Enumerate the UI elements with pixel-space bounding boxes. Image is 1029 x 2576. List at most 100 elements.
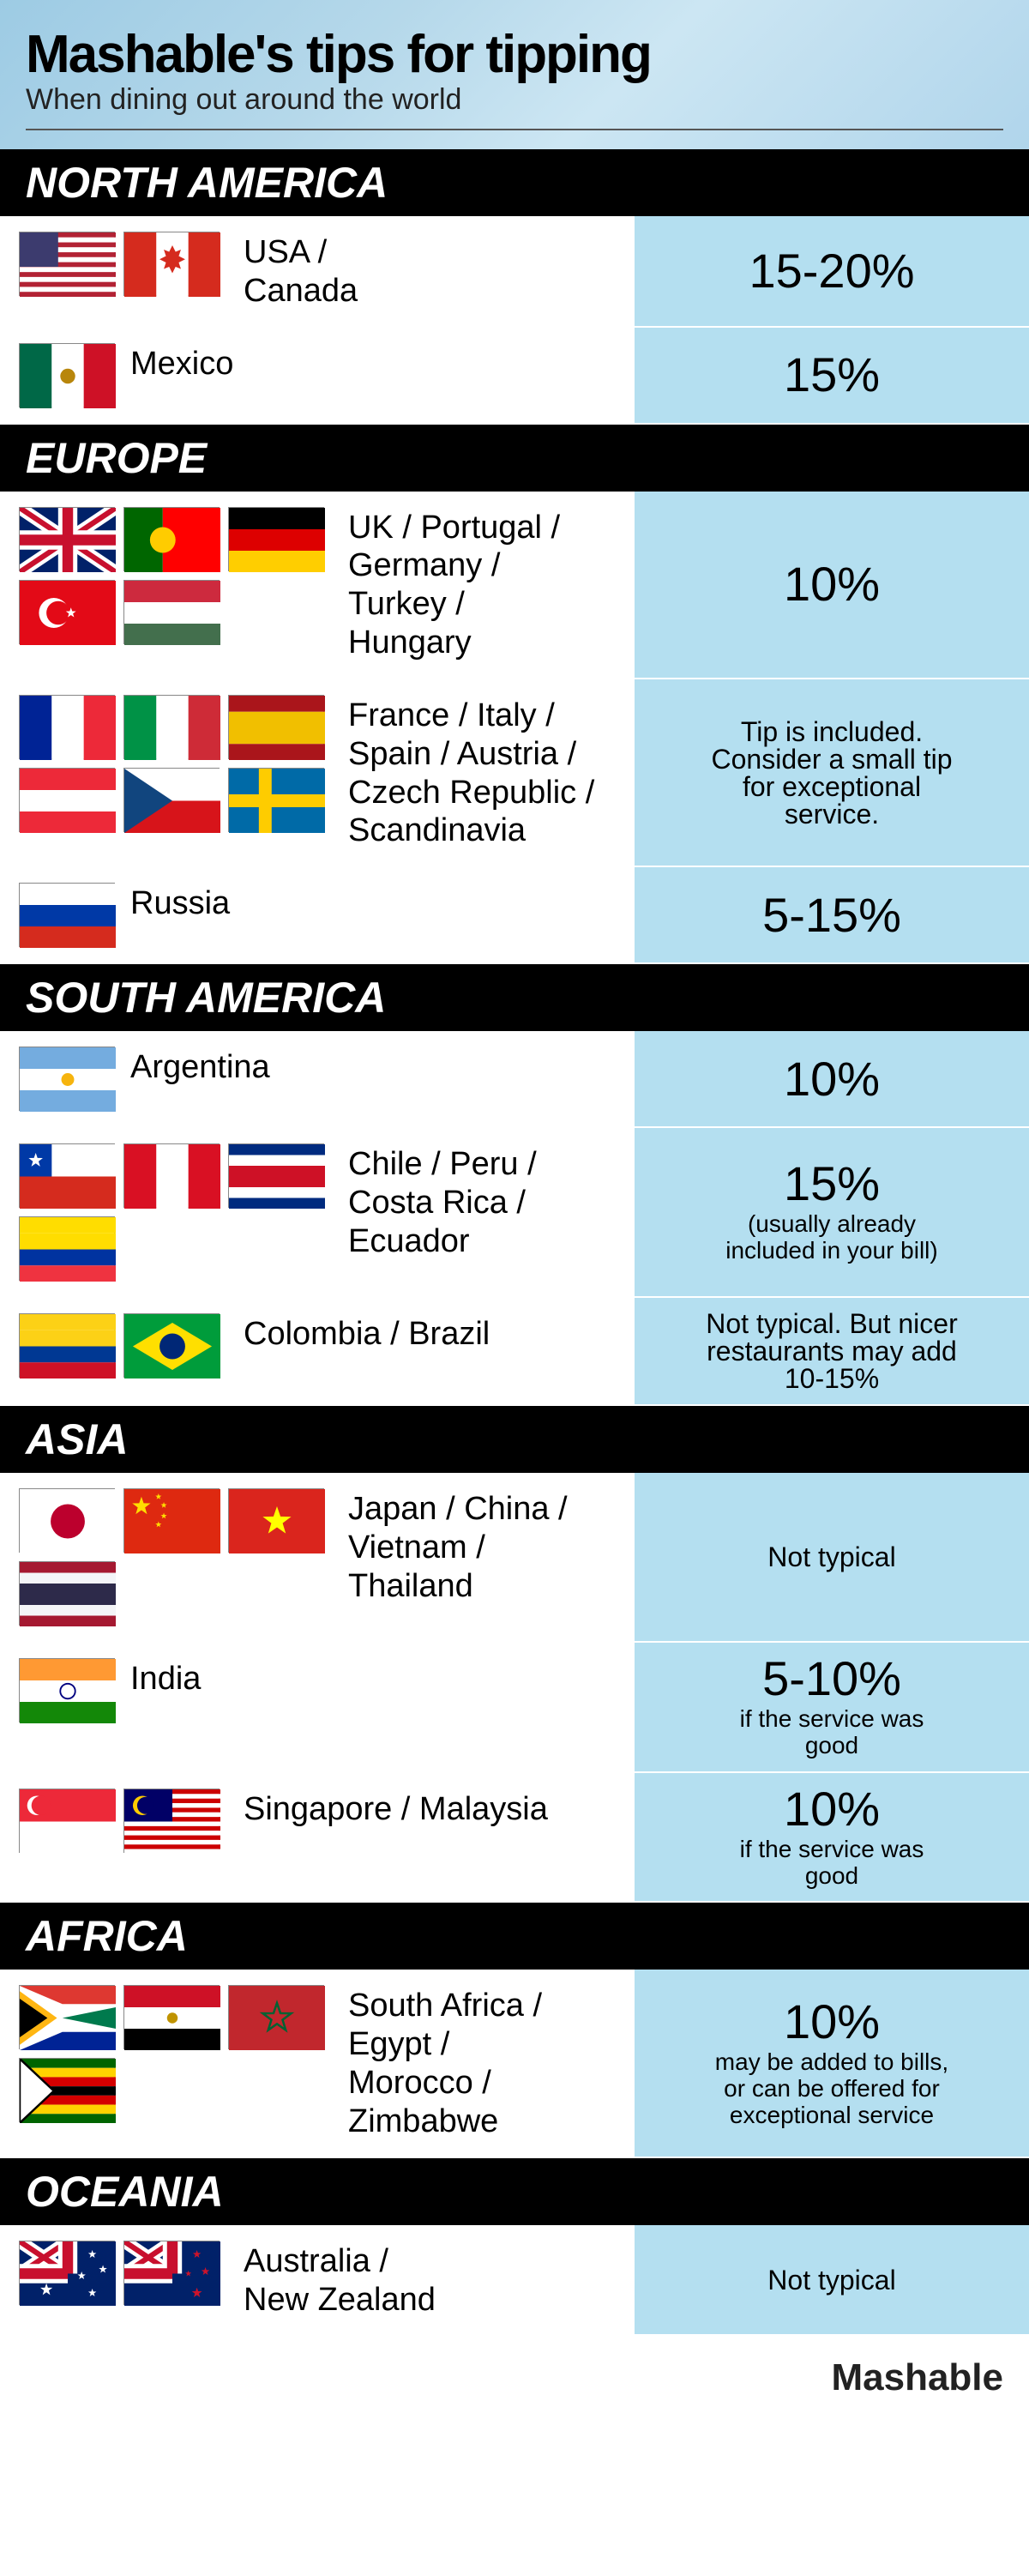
tip-row: UK / Portugal /Germany /Turkey /Hungary 1… xyxy=(0,492,1029,679)
tip-box: 15%(usually alreadyincluded in your bill… xyxy=(635,1128,1029,1296)
canada-flag-icon xyxy=(123,232,220,296)
tip-row: Colombia / Brazil Not typical. But nicerr… xyxy=(0,1298,1029,1406)
peru-flag-icon xyxy=(123,1143,220,1208)
uk-flag-icon xyxy=(19,507,115,571)
australia-flag-icon xyxy=(19,2241,115,2305)
tip-box: 10%if the service wasgood xyxy=(635,1773,1029,1902)
flag-group xyxy=(19,1488,333,1626)
india-flag-icon xyxy=(19,1658,115,1722)
ecuador-flag-icon xyxy=(19,1216,115,1281)
china-flag-icon xyxy=(123,1488,220,1553)
tip-box: Not typical xyxy=(635,1473,1029,1641)
brazil-flag-icon xyxy=(123,1313,220,1378)
flag-group xyxy=(19,1658,115,1722)
southafrica-flag-icon xyxy=(19,1985,115,2049)
flag-group xyxy=(19,2241,228,2305)
tip-subnote: if the service wasgood xyxy=(740,1837,924,1890)
tip-amount: 10% xyxy=(784,1998,880,2046)
region-header: SOUTH AMERICA xyxy=(0,964,1029,1031)
czech-flag-icon xyxy=(123,768,220,832)
country-label: Colombia / Brazil xyxy=(244,1313,490,1354)
flag-group xyxy=(19,507,333,644)
tip-box: 15% xyxy=(635,328,1029,423)
tip-box: 10%may be added to bills,or can be offer… xyxy=(635,1970,1029,2156)
hungary-flag-icon xyxy=(123,580,220,644)
tip-amount: 5-15% xyxy=(762,891,901,939)
turkey-flag-icon xyxy=(19,580,115,644)
footer-logo: Mashable xyxy=(831,2356,1003,2399)
tip-row: Russia 5-15% xyxy=(0,867,1029,964)
tip-box: Not typical xyxy=(635,2225,1029,2335)
country-label: USA /Canada xyxy=(244,232,358,311)
colombia-flag-icon xyxy=(19,1313,115,1378)
zimbabwe-flag-icon xyxy=(19,2058,115,2122)
vietnam-flag-icon xyxy=(228,1488,324,1553)
region-header: AFRICA xyxy=(0,1903,1029,1970)
thailand-flag-icon xyxy=(19,1561,115,1626)
flag-group xyxy=(19,883,115,947)
region-header: ASIA xyxy=(0,1406,1029,1473)
flag-group xyxy=(19,695,333,832)
region-header: OCEANIA xyxy=(0,2158,1029,2225)
flag-group xyxy=(19,1985,333,2122)
tip-row: India 5-10%if the service wasgood xyxy=(0,1643,1029,1773)
flag-group xyxy=(19,1047,115,1111)
tip-note: Not typical. But nicerrestaurants may ad… xyxy=(706,1310,957,1392)
tip-note: Not typical xyxy=(767,2266,895,2294)
tip-row: Australia /New ZealandNot typical xyxy=(0,2225,1029,2337)
tip-box: 10% xyxy=(635,1031,1029,1126)
portugal-flag-icon xyxy=(123,507,220,571)
country-label: Chile / Peru /Costa Rica /Ecuador xyxy=(348,1143,537,1260)
page-subtitle: When dining out around the world xyxy=(26,83,1003,117)
tip-box: 15-20% xyxy=(635,216,1029,326)
argentina-flag-icon xyxy=(19,1047,115,1111)
tip-amount: 15% xyxy=(784,1160,880,1208)
country-label: Russia xyxy=(130,883,230,923)
egypt-flag-icon xyxy=(123,1985,220,2049)
header: Mashable's tips for tipping When dining … xyxy=(0,0,1029,149)
country-label: Japan / China /Vietnam /Thailand xyxy=(348,1488,568,1605)
tip-row: South Africa /Egypt /Morocco /Zimbabwe 10… xyxy=(0,1970,1029,2157)
flag-group xyxy=(19,232,228,296)
tip-row: Japan / China /Vietnam /Thailand Not typi… xyxy=(0,1473,1029,1643)
chile-flag-icon xyxy=(19,1143,115,1208)
tip-note: Not typical xyxy=(767,1543,895,1571)
morocco-flag-icon xyxy=(228,1985,324,2049)
russia-flag-icon xyxy=(19,883,115,947)
tip-row: Chile / Peru /Costa Rica /Ecuador 15%(usu… xyxy=(0,1128,1029,1298)
country-label: South Africa /Egypt /Morocco /Zimbabwe xyxy=(348,1985,542,2140)
mexico-flag-icon xyxy=(19,343,115,407)
tip-box: 10% xyxy=(635,492,1029,678)
tip-box: 5-10%if the service wasgood xyxy=(635,1643,1029,1771)
content: NORTH AMERICAUSA /Canada15-20%Mexico15%E… xyxy=(0,149,1029,2336)
flag-group xyxy=(19,1143,333,1281)
tip-box: Not typical. But nicerrestaurants may ad… xyxy=(635,1298,1029,1404)
header-divider xyxy=(26,129,1003,130)
tip-row: Mexico 15% xyxy=(0,328,1029,425)
germany-flag-icon xyxy=(228,507,324,571)
tip-amount: 5-10% xyxy=(762,1655,901,1703)
spain-flag-icon xyxy=(228,695,324,759)
flag-group xyxy=(19,1789,228,1853)
tip-row: Argentina10% xyxy=(0,1031,1029,1128)
tip-subnote: if the service wasgood xyxy=(740,1706,924,1759)
malaysia-flag-icon xyxy=(123,1789,220,1853)
flag-group xyxy=(19,343,115,407)
tip-note: Tip is included.Consider a small tipfor … xyxy=(712,718,953,828)
tip-row: USA /Canada 15-20% xyxy=(0,216,1029,328)
tip-amount: 15% xyxy=(784,351,880,399)
austria-flag-icon xyxy=(19,768,115,832)
tip-row: France / Italy /Spain / Austria /Czech R… xyxy=(0,679,1029,867)
country-label: India xyxy=(130,1658,201,1698)
tip-box: Tip is included.Consider a small tipfor … xyxy=(635,679,1029,866)
newzealand-flag-icon xyxy=(123,2241,220,2305)
country-label: UK / Portugal /Germany /Turkey /Hungary xyxy=(348,507,560,662)
country-label: France / Italy /Spain / Austria /Czech R… xyxy=(348,695,594,850)
country-label: Singapore / Malaysia xyxy=(244,1789,548,1829)
costarica-flag-icon xyxy=(228,1143,324,1208)
country-label: Mexico xyxy=(130,343,233,383)
tip-subnote: (usually alreadyincluded in your bill) xyxy=(725,1211,937,1264)
italy-flag-icon xyxy=(123,695,220,759)
france-flag-icon xyxy=(19,695,115,759)
region-header: NORTH AMERICA xyxy=(0,149,1029,216)
